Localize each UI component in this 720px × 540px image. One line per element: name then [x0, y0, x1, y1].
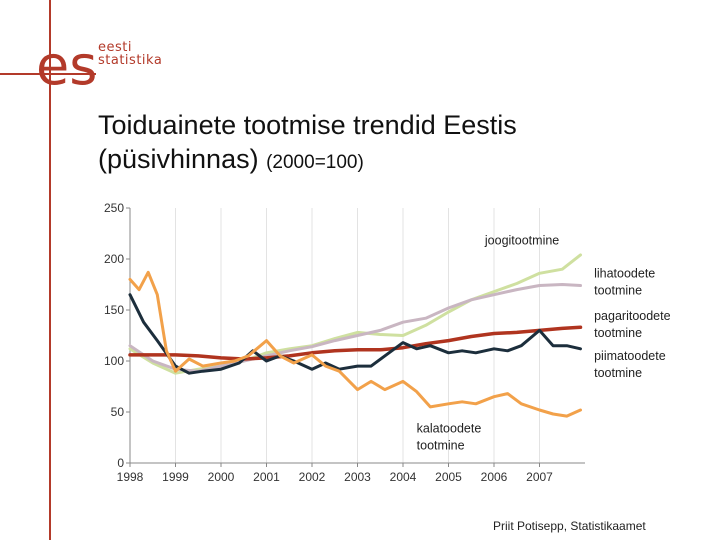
horizontal-accent-rule — [0, 73, 96, 75]
series-line-3 — [128, 293, 582, 375]
vertical-accent-rule — [49, 0, 51, 540]
x-tick-label: 2002 — [299, 470, 326, 484]
title-price-basis: (püsivhinnas) — [98, 144, 259, 174]
logo-mark: es — [36, 38, 96, 90]
series-line-4 — [128, 270, 582, 418]
logo-word-statistika: statistika — [98, 53, 163, 68]
production-trend-chart: 0 50 100 150 200 250 1998 1999 2000 2001 2002 2003 2… — [104, 201, 671, 484]
statistics-estonia-logo: es eesti statistika — [36, 38, 186, 90]
es-logo-mark-icon: es — [36, 38, 96, 90]
y-tick-label: 200 — [104, 252, 124, 266]
x-tick-label: 2006 — [481, 470, 508, 484]
series-line-2 — [128, 325, 583, 361]
title-line-1: Toiduainete tootmise trendid Eestis — [98, 110, 517, 140]
series-line-1 — [128, 283, 582, 373]
series-label: lihatoodete — [594, 266, 655, 280]
y-tick-label: 50 — [111, 405, 125, 419]
title-base-year: (2000=100) — [266, 152, 364, 173]
y-tick-label: 250 — [104, 201, 124, 215]
x-tick-label: 2007 — [526, 470, 553, 484]
x-tick-label: 1998 — [117, 470, 144, 484]
series-label: tootmine — [594, 283, 642, 297]
series-label: tootmine — [417, 438, 465, 452]
x-tick-label: 2001 — [253, 470, 280, 484]
series-label: kalatoodete — [417, 421, 482, 435]
series-label: joogitootmine — [484, 234, 559, 248]
x-tick-label: 2005 — [435, 470, 462, 484]
series-label: piimatoodete — [594, 349, 666, 363]
x-tick-label: 2000 — [208, 470, 235, 484]
series-label: pagaritoodete — [594, 309, 671, 323]
x-tick-label: 2004 — [390, 470, 417, 484]
y-tick-label: 0 — [117, 456, 124, 470]
y-tick-label: 100 — [104, 354, 124, 368]
page-title: Toiduainete tootmise trendid Eestis (püs… — [98, 108, 517, 180]
x-tick-label: 2003 — [344, 470, 371, 484]
x-tick-label: 1999 — [162, 470, 189, 484]
footer-credit: Priit Potisepp, Statistikaamet — [493, 519, 646, 533]
y-tick-label: 150 — [104, 303, 124, 317]
logo-word-eesti: eesti — [98, 40, 132, 55]
series-label: tootmine — [594, 366, 642, 380]
title-line-2: (püsivhinnas) (2000=100) — [98, 142, 517, 180]
series-label: tootmine — [594, 326, 642, 340]
